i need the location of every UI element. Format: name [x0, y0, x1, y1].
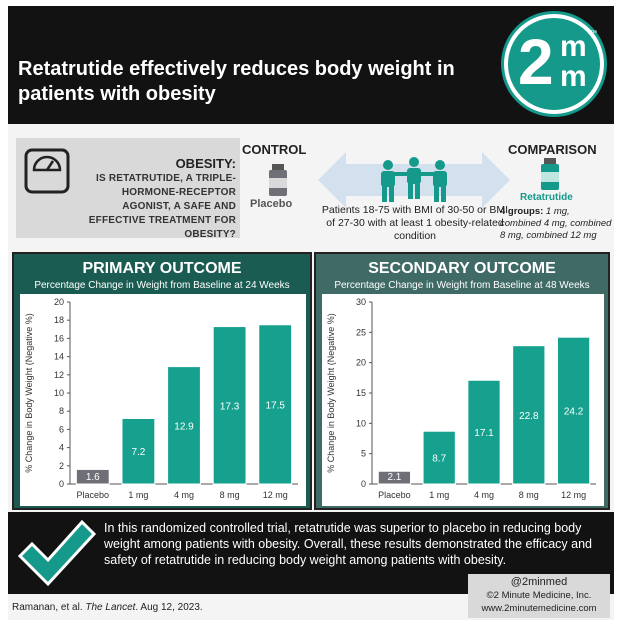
- twitter-handle: @2minmed: [510, 576, 568, 588]
- page-title: Retatrutide effectively reduces body wei…: [18, 58, 455, 105]
- y-tick-label: 0: [59, 479, 64, 489]
- bar-value-label: 1.6: [86, 472, 100, 483]
- copyright: ©2 Minute Medicine, Inc.: [486, 590, 592, 601]
- y-tick-label: 20: [54, 297, 64, 307]
- y-tick-label: 10: [356, 418, 366, 428]
- y-tick-label: 25: [356, 327, 366, 337]
- credits-box: @2minmed ©2 Minute Medicine, Inc. www.2m…: [468, 574, 610, 618]
- bar: [467, 379, 501, 485]
- patients-icon: [381, 157, 447, 202]
- population-text: Patients 18-75 with BMI of 30-50 or BMI …: [321, 204, 509, 242]
- bar-value-label: 7.2: [131, 447, 145, 458]
- bar: [556, 336, 591, 485]
- groups-text: 4 groups: 1 mg, combined 4 mg, combined …: [500, 206, 612, 241]
- retatrutide-label: Retatrutide: [520, 192, 573, 203]
- citation: Ramanan, et al. The Lancet. Aug 12, 2023…: [12, 602, 203, 613]
- bar: [512, 345, 546, 485]
- x-tick-label: 4 mg: [474, 490, 494, 500]
- x-tick-label: 1 mg: [429, 490, 449, 500]
- bar: [212, 326, 247, 485]
- x-tick-label: 8 mg: [220, 490, 240, 500]
- y-axis-label: % Change in Body Weight (Negative %): [24, 313, 34, 472]
- secondary-outcome-subtitle: Percentage Change in Weight from Baselin…: [334, 280, 590, 291]
- bar-value-label: 12.9: [174, 421, 194, 432]
- x-tick-label: 12 mg: [561, 490, 586, 500]
- bar: [258, 324, 293, 485]
- placebo-label: Placebo: [250, 198, 293, 210]
- bar-value-label: 17.5: [265, 400, 285, 411]
- y-tick-label: 30: [356, 297, 366, 307]
- bar-value-label: 24.2: [564, 407, 584, 418]
- primary-outcome-title: PRIMARY OUTCOME: [82, 260, 242, 277]
- secondary-chart: % Change in Body Weight (Negative %) 0 5 10…: [322, 294, 604, 506]
- bar-value-label: 8.7: [432, 454, 446, 465]
- x-tick-label: 12 mg: [263, 490, 288, 500]
- control-label: CONTROL: [242, 142, 307, 157]
- y-tick-label: 8: [59, 406, 64, 416]
- checkmark-icon: [17, 519, 96, 587]
- y-tick-label: 12: [54, 370, 64, 380]
- infographic: Retatrutide effectively reduces body wei…: [8, 6, 614, 620]
- secondary-outcome-panel: SECONDARY OUTCOME Percentage Change in W…: [314, 252, 610, 510]
- secondary-outcome-title: SECONDARY OUTCOME: [368, 260, 556, 277]
- website-link[interactable]: www.2minutemedicine.com: [481, 603, 597, 614]
- bar: [422, 430, 456, 485]
- y-tick-label: 5: [361, 449, 366, 459]
- y-tick-label: 20: [356, 358, 366, 368]
- bar: [121, 417, 156, 485]
- y-tick-label: 16: [54, 333, 64, 343]
- y-tick-label: 0: [361, 479, 366, 489]
- y-tick-label: 14: [54, 352, 64, 362]
- header: Retatrutide effectively reduces body wei…: [8, 6, 614, 124]
- bar-value-label: 17.3: [220, 401, 240, 412]
- comparison-label: COMPARISON: [508, 142, 597, 157]
- primary-outcome-subtitle: Percentage Change in Weight from Baselin…: [34, 280, 290, 291]
- bar: [167, 366, 201, 485]
- y-tick-label: 4: [59, 443, 64, 453]
- primary-bar-chart: % Change in Body Weight (Negative %) 0 2 4 6…: [24, 297, 298, 500]
- x-tick-label: 1 mg: [128, 490, 148, 500]
- bar: [377, 470, 412, 485]
- question-text: IS RETATRUTIDE, A TRIPLE-HORMONE-RECEPTO…: [88, 173, 236, 240]
- bar: [75, 468, 110, 485]
- x-tick-label: Placebo: [77, 490, 110, 500]
- y-axis-label: % Change in Body Weight (Negative %): [326, 313, 336, 472]
- x-tick-label: Placebo: [378, 490, 411, 500]
- bar-value-label: 2.1: [387, 472, 401, 483]
- vial-icon: [541, 158, 559, 190]
- primary-chart: % Change in Body Weight (Negative %) 0 2 4 6…: [20, 294, 306, 506]
- y-tick-label: 6: [59, 424, 64, 434]
- trademark: ™: [590, 30, 597, 37]
- y-tick-label: 18: [54, 315, 64, 325]
- scale-icon: [24, 148, 70, 194]
- x-tick-label: 4 mg: [174, 490, 194, 500]
- bar-value-label: 22.8: [519, 411, 539, 422]
- study-design: OBESITY: IS RETATRUTIDE, A TRIPLE-HORMON…: [8, 132, 614, 250]
- y-tick-label: 2: [59, 461, 64, 471]
- secondary-bar-chart: % Change in Body Weight (Negative %) 0 5 10…: [326, 297, 596, 500]
- bar-value-label: 17.1: [474, 428, 494, 439]
- x-tick-label: 8 mg: [519, 490, 539, 500]
- question-title: OBESITY:: [175, 156, 236, 171]
- logo: 2 m m ™: [504, 14, 604, 114]
- y-tick-label: 15: [356, 388, 366, 398]
- conclusion-text: In this randomized controlled trial, ret…: [104, 521, 592, 567]
- primary-outcome-panel: PRIMARY OUTCOME Percentage Change in Wei…: [12, 252, 312, 510]
- vial-icon: [269, 164, 287, 196]
- y-tick-label: 10: [54, 388, 64, 398]
- question-box: OBESITY: IS RETATRUTIDE, A TRIPLE-HORMON…: [16, 138, 240, 240]
